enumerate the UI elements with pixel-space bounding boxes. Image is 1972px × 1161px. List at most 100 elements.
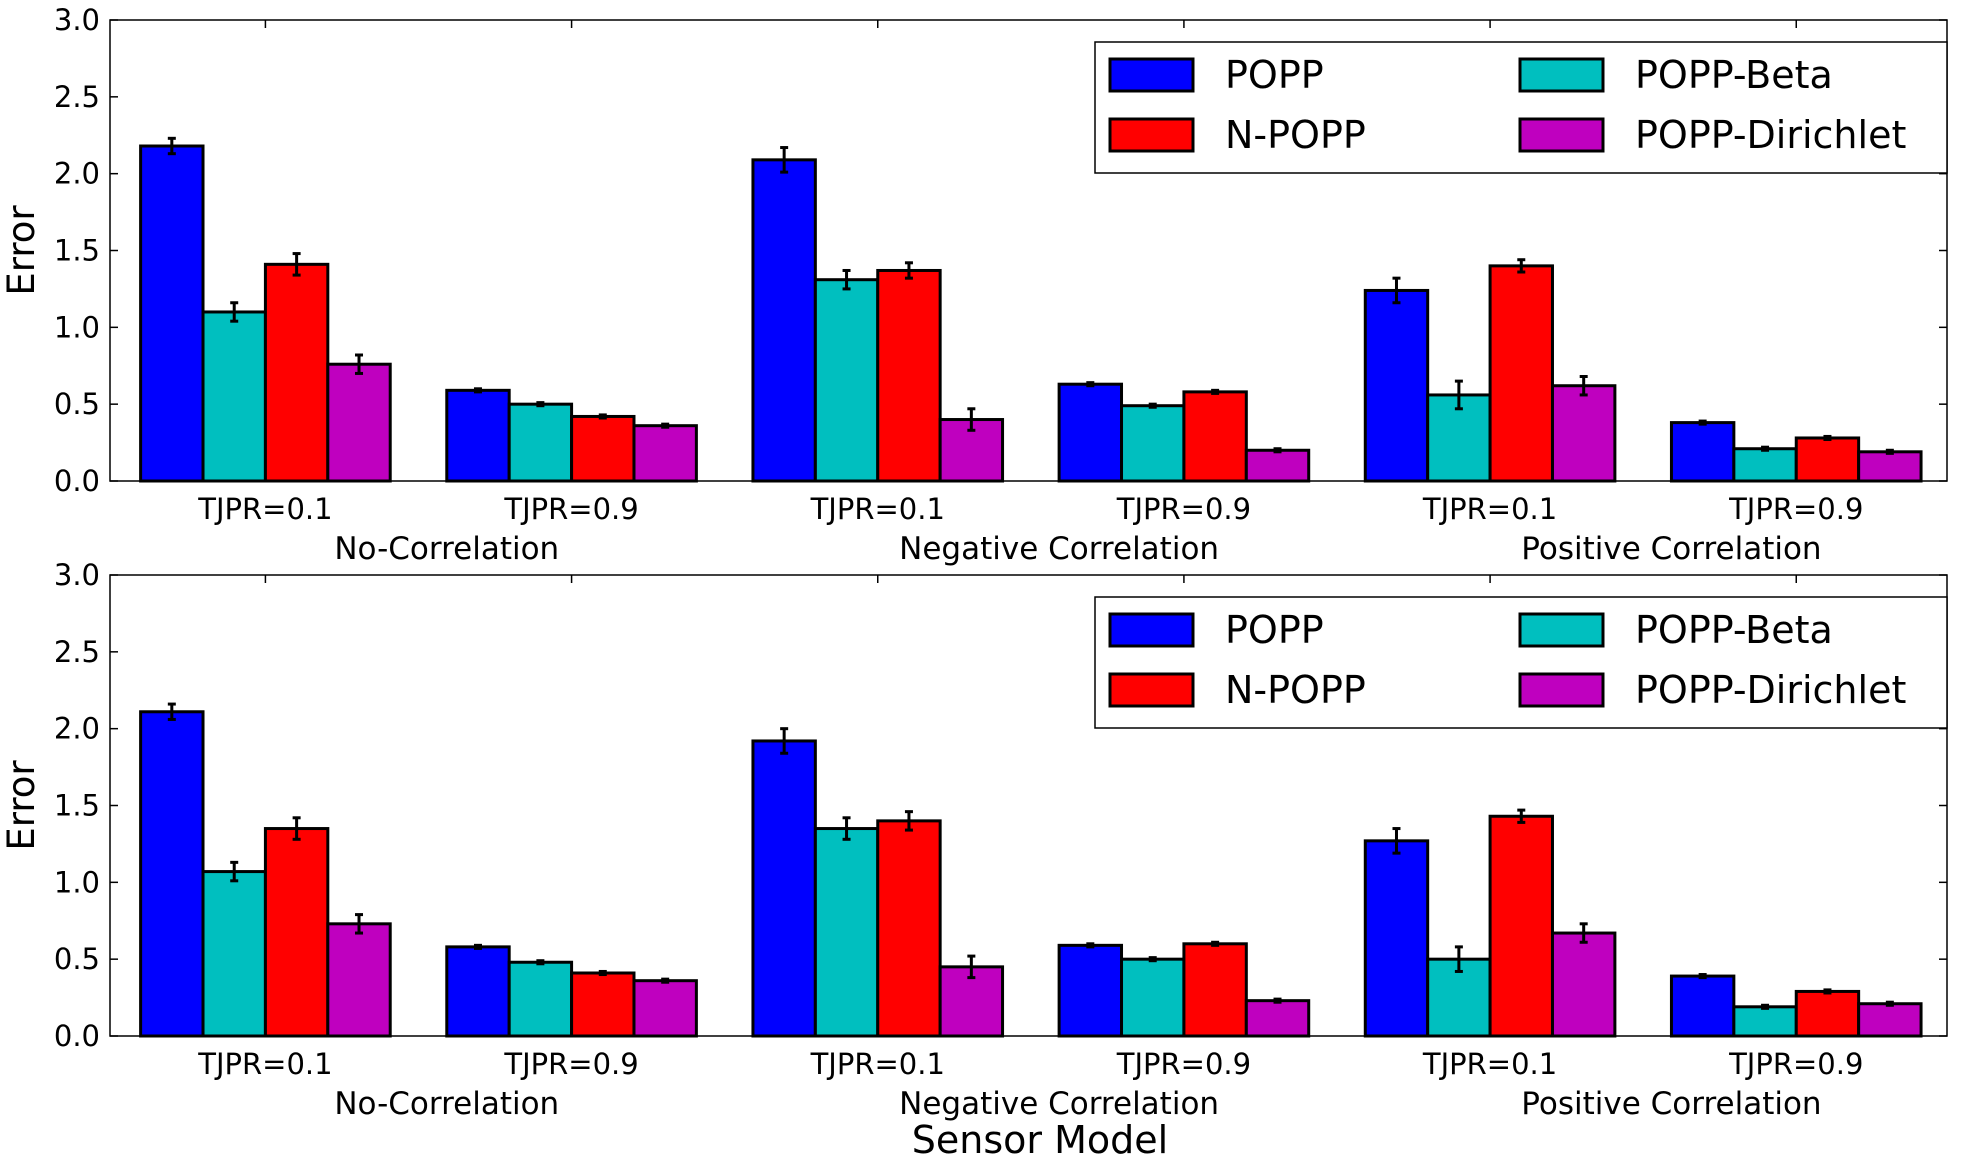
error-bar-popp-6 <box>1698 973 1707 980</box>
bar-n-popp-4 <box>1182 942 1248 1038</box>
x-tick-label: TJPR=0.9 <box>503 1047 638 1081</box>
error-bar-popp-beta-1 <box>230 301 239 323</box>
x-tick-label: TJPR=0.9 <box>1116 492 1251 526</box>
bar-popp-2 <box>445 388 511 483</box>
y-tick-label: 2.0 <box>54 712 100 746</box>
bar-n-popp-3 <box>876 268 942 483</box>
error-bar-popp-beta-4 <box>1148 956 1157 963</box>
group-label: Negative Correlation <box>899 531 1219 567</box>
bar-popp-5 <box>1363 288 1430 483</box>
bar-popp-dirichlet-1 <box>326 922 392 1038</box>
error-bar-popp-dirichlet-3 <box>967 407 976 432</box>
legend-label: POPP-Beta <box>1635 53 1833 97</box>
error-bar-popp-dirichlet-6 <box>1885 1000 1894 1007</box>
error-bar-n-popp-2 <box>598 413 607 420</box>
error-bar-popp-5 <box>1392 827 1401 855</box>
error-bar-n-popp-6 <box>1823 434 1832 442</box>
chart-panel-2: 0.0 0.5 1.0 1.5 2.0 2.5 3.0 Error TJPR=0.1 TJPR=0… <box>0 558 1948 1122</box>
error-bar-popp-beta-5 <box>1454 379 1463 411</box>
bar-popp-beta-1 <box>201 310 267 483</box>
bar-popp-dirichlet-4 <box>1244 448 1311 483</box>
bar-popp-beta-6 <box>1732 1005 1798 1038</box>
bar-popp-4 <box>1057 382 1124 483</box>
x-tick-label: TJPR=0.1 <box>810 492 945 526</box>
error-bar-popp-dirichlet-5 <box>1579 375 1588 397</box>
bar-popp-beta-3 <box>813 827 880 1038</box>
error-bar-popp-dirichlet-4 <box>1273 997 1282 1004</box>
legend-item-n-popp: N-POPP <box>1108 113 1366 157</box>
bar-popp-3 <box>751 158 817 483</box>
bar-popp-dirichlet-2 <box>632 979 698 1038</box>
error-bar-popp-2 <box>473 387 482 394</box>
x-tick-label: TJPR=0.9 <box>1728 1047 1863 1081</box>
group-label: Positive Correlation <box>1521 1086 1821 1122</box>
legend-item-popp-beta: POPP-Beta <box>1518 53 1833 97</box>
legend-item-popp: POPP <box>1108 53 1324 97</box>
error-bar-n-popp-4 <box>1211 388 1220 395</box>
bar-popp-beta-4 <box>1120 404 1186 483</box>
bar-n-popp-5 <box>1488 814 1554 1038</box>
error-bar-popp-beta-6 <box>1761 1003 1770 1010</box>
error-bar-popp-dirichlet-5 <box>1579 922 1588 944</box>
error-bar-popp-beta-2 <box>536 959 545 966</box>
error-bar-n-popp-1 <box>292 252 301 277</box>
legend-item-popp-dirichlet: POPP-Dirichlet <box>1518 668 1906 712</box>
error-bar-popp-dirichlet-3 <box>967 954 976 980</box>
error-bar-popp-beta-1 <box>230 860 239 883</box>
error-bar-popp-dirichlet-4 <box>1273 447 1282 454</box>
legend-item-popp-dirichlet: POPP-Dirichlet <box>1518 113 1906 157</box>
x-tick-label: TJPR=0.1 <box>1422 492 1557 526</box>
bar-n-popp-1 <box>263 827 330 1038</box>
error-bar-popp-beta-5 <box>1454 945 1463 973</box>
legend-label: POPP-Dirichlet <box>1635 668 1906 712</box>
bar-n-popp-2 <box>570 414 636 483</box>
error-bar-popp-2 <box>473 943 482 950</box>
error-bar-n-popp-3 <box>904 810 913 832</box>
legend-label: POPP <box>1225 608 1324 652</box>
error-bar-popp-4 <box>1086 381 1095 388</box>
y-tick-label: 0.0 <box>54 464 100 498</box>
error-bar-popp-3 <box>780 727 789 755</box>
x-tick-label: TJPR=0.1 <box>1422 1047 1557 1081</box>
y-tick-label: 2.0 <box>54 157 100 191</box>
bar-n-popp-5 <box>1488 264 1554 483</box>
bar-popp-3 <box>751 739 817 1038</box>
error-bar-popp-1 <box>167 702 176 721</box>
y-tick-label: 1.5 <box>54 234 100 268</box>
group-label: Negative Correlation <box>899 1086 1219 1122</box>
bar-popp-dirichlet-5 <box>1550 384 1617 483</box>
x-tick-label: TJPR=0.1 <box>197 1047 332 1081</box>
error-bar-popp-beta-6 <box>1761 445 1770 452</box>
bar-n-popp-4 <box>1182 390 1248 483</box>
y-tick-label: 3.0 <box>54 558 100 592</box>
bar-popp-beta-6 <box>1732 447 1798 483</box>
group-label: No-Correlation <box>334 531 559 567</box>
bar-n-popp-1 <box>263 262 330 483</box>
x-tick-label: TJPR=0.1 <box>197 492 332 526</box>
error-bar-popp-dirichlet-2 <box>661 977 670 984</box>
bar-popp-6 <box>1669 974 1736 1038</box>
bar-popp-1 <box>139 144 205 483</box>
legend-item-popp-beta: POPP-Beta <box>1518 608 1833 652</box>
error-bar-n-popp-5 <box>1517 808 1526 824</box>
bar-popp-4 <box>1057 943 1124 1038</box>
error-bar-popp-beta-2 <box>536 401 545 408</box>
legend-item-n-popp: N-POPP <box>1108 668 1366 712</box>
y-tick-label: 2.5 <box>54 80 100 114</box>
bar-popp-beta-2 <box>507 402 574 483</box>
bar-popp-6 <box>1669 421 1736 483</box>
bar-popp-beta-1 <box>201 870 267 1038</box>
error-bar-n-popp-6 <box>1823 988 1832 995</box>
error-bar-popp-dirichlet-2 <box>661 422 670 429</box>
error-bar-popp-5 <box>1392 276 1401 305</box>
error-bar-popp-dirichlet-1 <box>355 353 364 375</box>
error-bar-n-popp-5 <box>1517 258 1526 274</box>
x-tick-label: TJPR=0.1 <box>810 1047 945 1081</box>
error-bar-popp-beta-3 <box>842 816 851 841</box>
legend-label: N-POPP <box>1225 113 1366 157</box>
y-tick-label: 0.5 <box>54 387 100 421</box>
y-tick-label: 1.0 <box>54 865 100 899</box>
y-tick-label: 0.5 <box>54 942 100 976</box>
bar-n-popp-6 <box>1794 989 1861 1038</box>
